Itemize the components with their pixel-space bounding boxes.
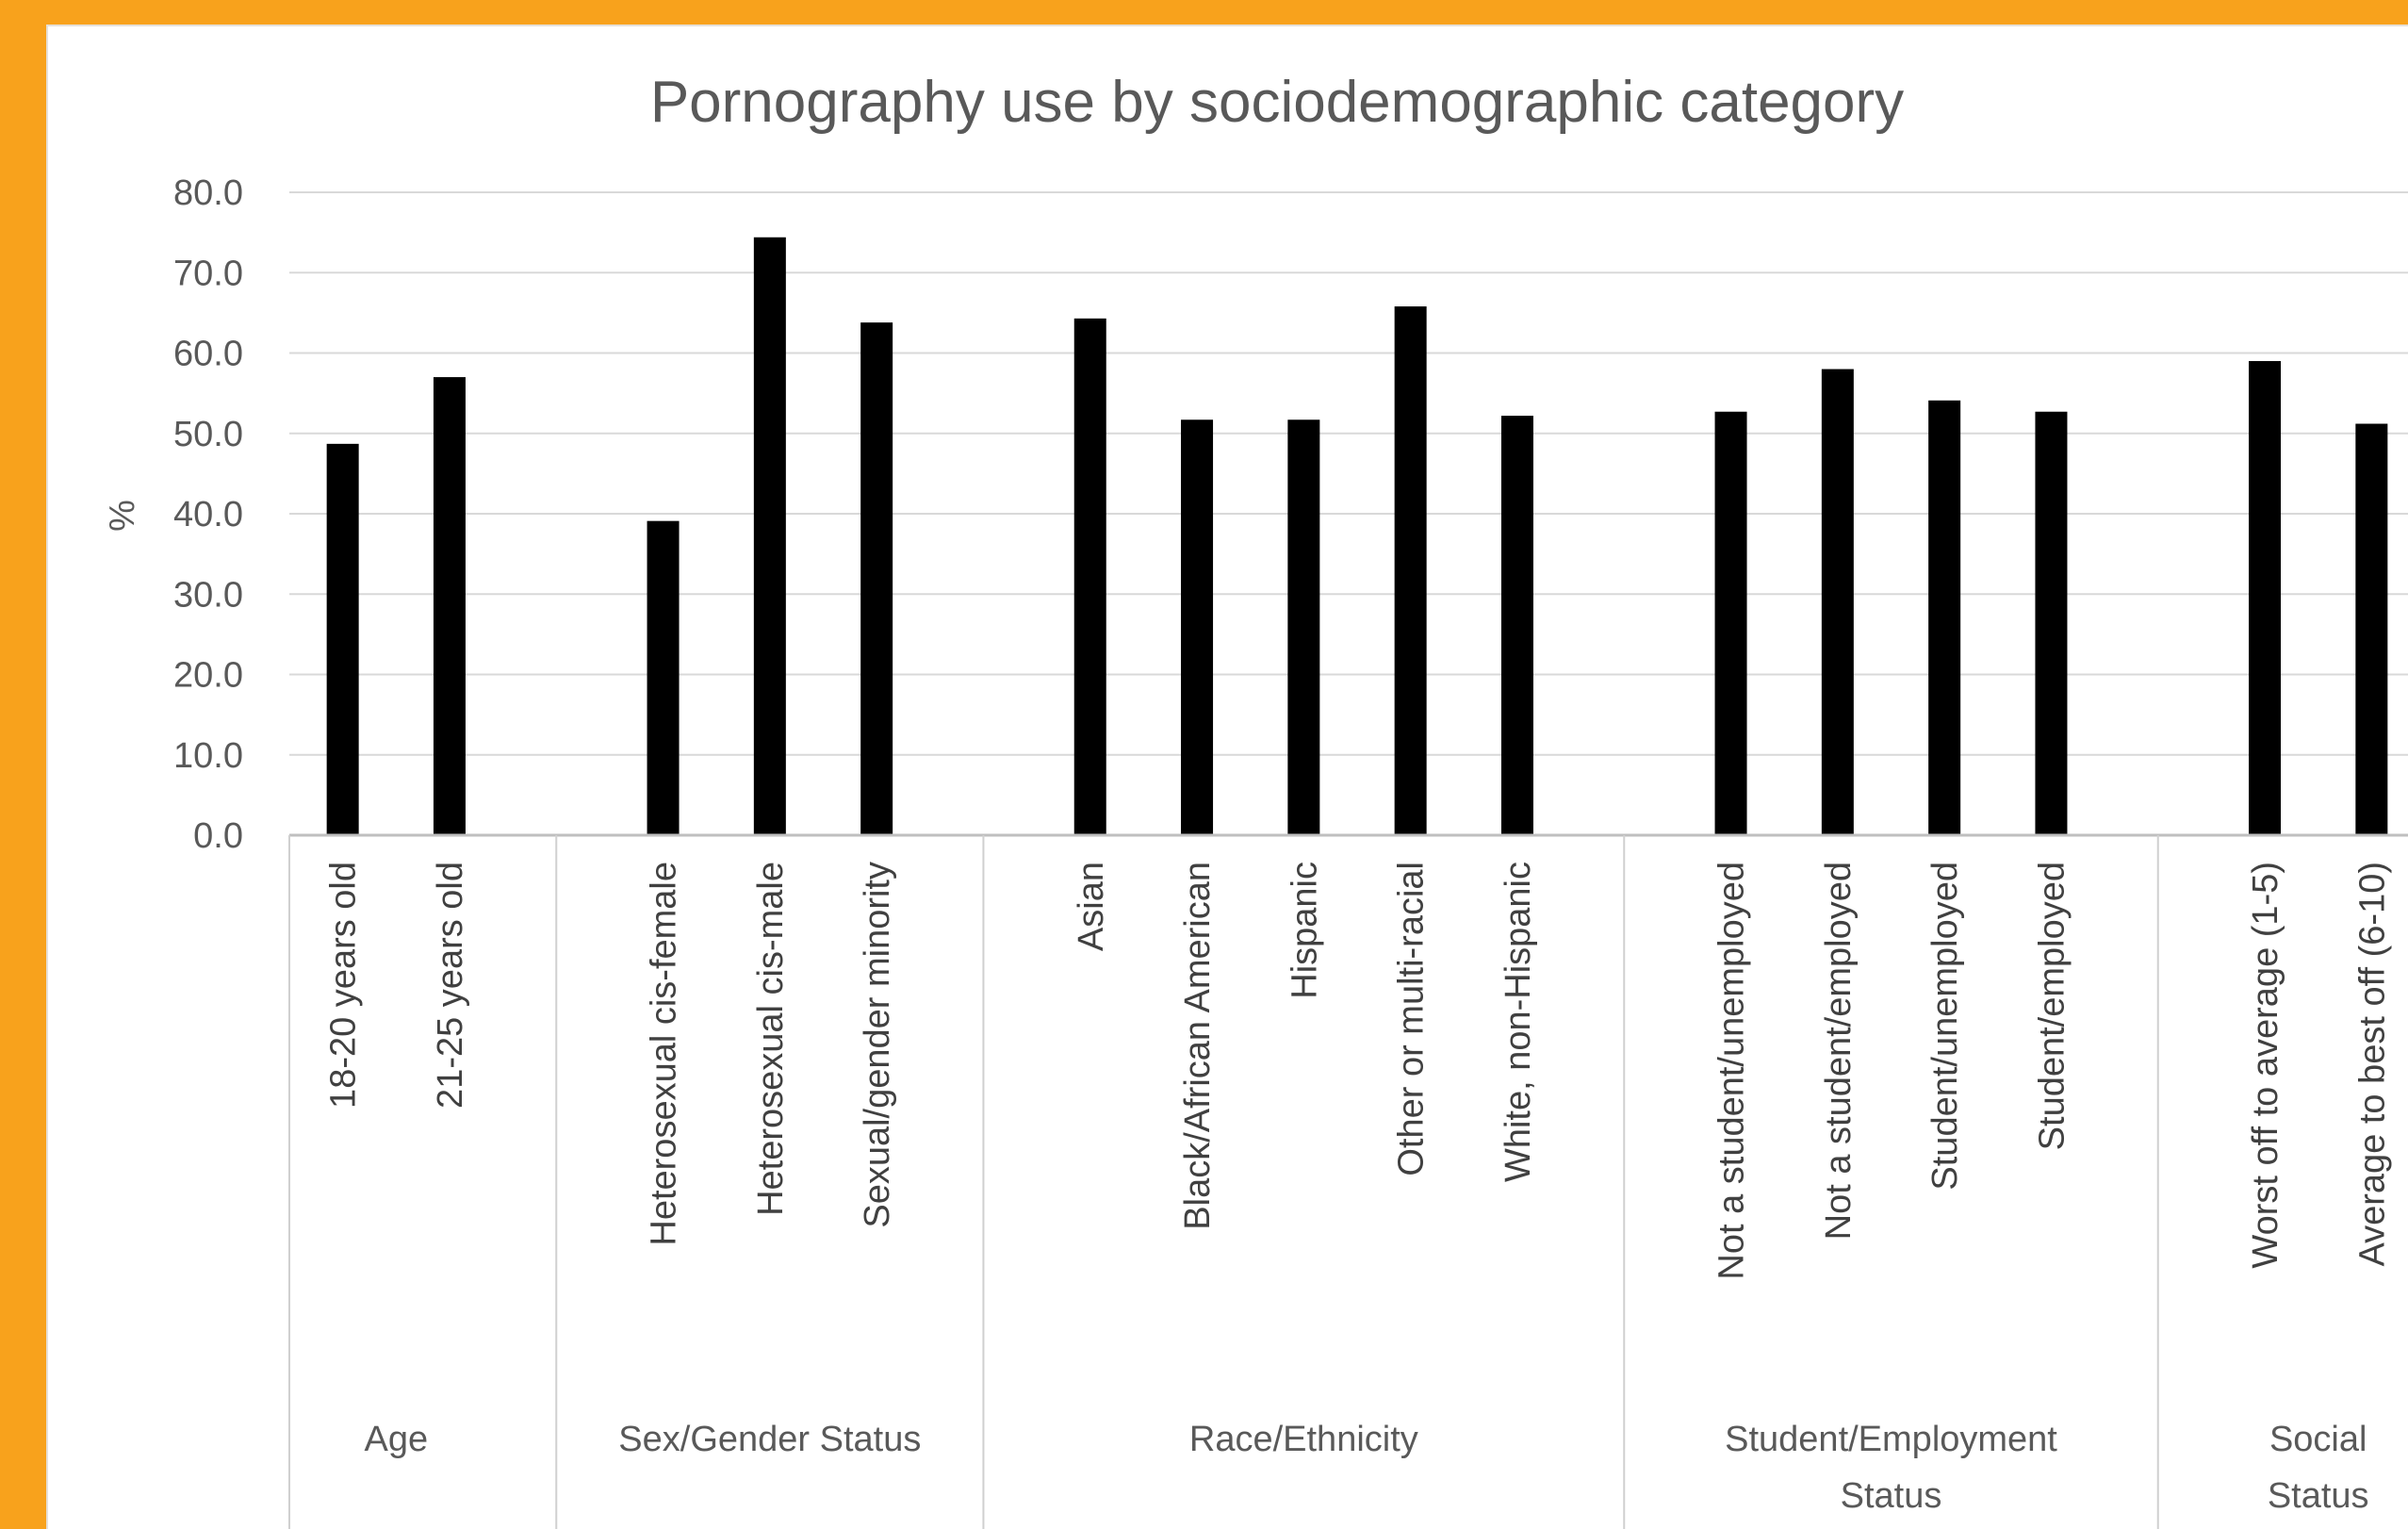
bar [1714, 411, 1747, 835]
y-axis-label: % [103, 500, 142, 532]
y-tick-label: 0.0 [193, 816, 243, 856]
x-tick-label: Not a student/employed [1819, 862, 1859, 1240]
bar [2249, 361, 2282, 835]
y-tick-label: 30.0 [173, 575, 243, 615]
bar [1181, 419, 1214, 835]
bar [2355, 423, 2388, 835]
x-tick-label: Average to best off (6-10) [2352, 862, 2392, 1267]
bar [1394, 306, 1427, 835]
bar [326, 443, 359, 835]
x-tick-label: Heterosexual cis-male [751, 862, 791, 1216]
axis-lines [288, 833, 2408, 1529]
bar [1500, 415, 1533, 835]
chart: Pornography use by sociodemographic cate… [103, 70, 2408, 1529]
group-label: Social Status [2268, 1420, 2369, 1516]
bars [326, 237, 2388, 836]
x-tick-label: White, non-Hispanic [1499, 862, 1538, 1182]
bar [860, 322, 893, 836]
x-tick-label: Hispanic [1285, 862, 1324, 999]
chart-frame: Pornography use by sociodemographic cate… [46, 25, 2408, 1529]
y-tick-label: 10.0 [173, 736, 243, 776]
y-tick-label: 70.0 [173, 254, 243, 293]
x-tick-label: 18-20 years old [324, 862, 364, 1109]
gridlines [289, 191, 2408, 756]
x-axis-labels: 18-20 years old 21-25 years old Heterosexu… [324, 862, 2393, 1280]
bar [1073, 318, 1106, 835]
y-tick-label: 40.0 [173, 495, 243, 534]
y-axis-ticks: 0.0 10.0 20.0 30.0 40.0 50.0 60.0 70.0 80.0 [173, 173, 243, 856]
bar [647, 520, 680, 835]
group-label: Sex/Gender Status [618, 1420, 921, 1459]
bar [1287, 419, 1320, 835]
bar [2035, 411, 2068, 835]
y-tick-label: 60.0 [173, 335, 243, 374]
x-tick-label: Worst off to average (1-5) [2246, 862, 2285, 1269]
group-label: Age [364, 1420, 428, 1459]
x-tick-label: Black/African American [1178, 862, 1218, 1230]
x-tick-label: Asian [1072, 862, 1111, 951]
x-tick-label: Student/employed [2032, 862, 2072, 1150]
x-tick-label: 21-25 years old [431, 862, 470, 1109]
x-tick-label: Sexual/gender minority [858, 862, 897, 1228]
chart-title: Pornography use by sociodemographic cate… [650, 70, 1904, 135]
x-tick-label: Not a student/unemployed [1712, 862, 1752, 1280]
category-groups: Age Sex/Gender Status Race/Ethnicity Studen… [364, 1420, 2368, 1516]
bar [433, 377, 466, 835]
bar [753, 237, 786, 836]
group-label: Race/Ethnicity [1189, 1420, 1418, 1459]
x-tick-label: Student/unemployed [1925, 862, 1965, 1191]
group-label: Student/Employment Status [1725, 1420, 2057, 1516]
y-tick-label: 50.0 [173, 415, 243, 454]
x-tick-label: Heterosexual cis-female [645, 862, 684, 1246]
bar [1928, 400, 1961, 835]
y-tick-label: 20.0 [173, 656, 243, 696]
y-tick-label: 80.0 [173, 173, 243, 213]
x-tick-label: Other or multi-racial [1392, 862, 1432, 1176]
bar [1821, 369, 1854, 835]
